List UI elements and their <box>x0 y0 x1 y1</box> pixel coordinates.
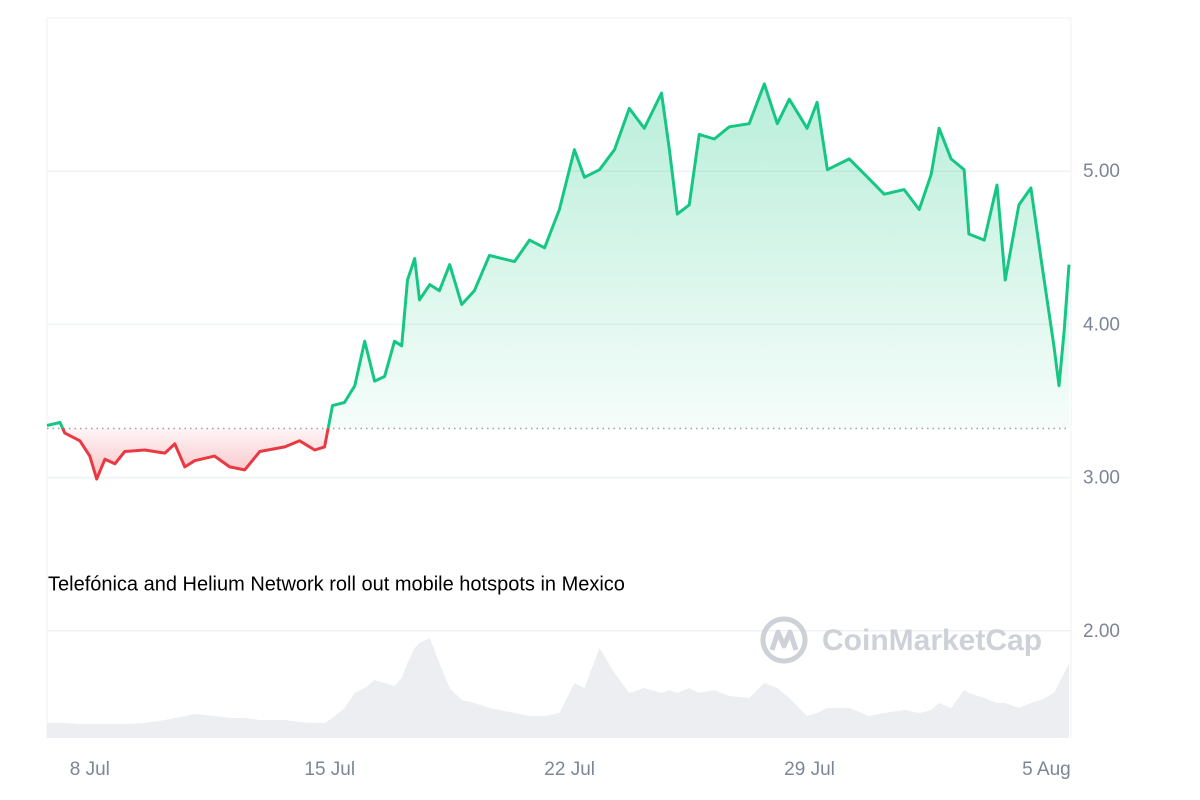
x-tick-label: 15 Jul <box>304 759 355 780</box>
watermark-text: CoinMarketCap <box>822 624 1042 657</box>
volume-area <box>47 638 1069 738</box>
watermark-logo-mark <box>769 629 799 651</box>
y-tick-label: 4.00 <box>1083 314 1120 335</box>
plot-layer <box>46 82 1071 738</box>
watermark-logo <box>760 616 808 664</box>
y-tick-label: 5.00 <box>1083 161 1120 182</box>
price-area <box>47 83 1069 480</box>
watermark: CoinMarketCap <box>760 616 1042 664</box>
price-line <box>46 82 1071 481</box>
annotation: Telefónica and Helium Network roll out m… <box>48 573 625 595</box>
x-tick-label: 5 Aug <box>1022 759 1071 780</box>
y-tick-label: 2.00 <box>1083 621 1120 642</box>
x-tick-label: 8 Jul <box>70 759 110 780</box>
x-tick-label: 22 Jul <box>544 759 595 780</box>
x-tick-label: 29 Jul <box>784 759 835 780</box>
y-tick-label: 3.00 <box>1083 468 1120 489</box>
